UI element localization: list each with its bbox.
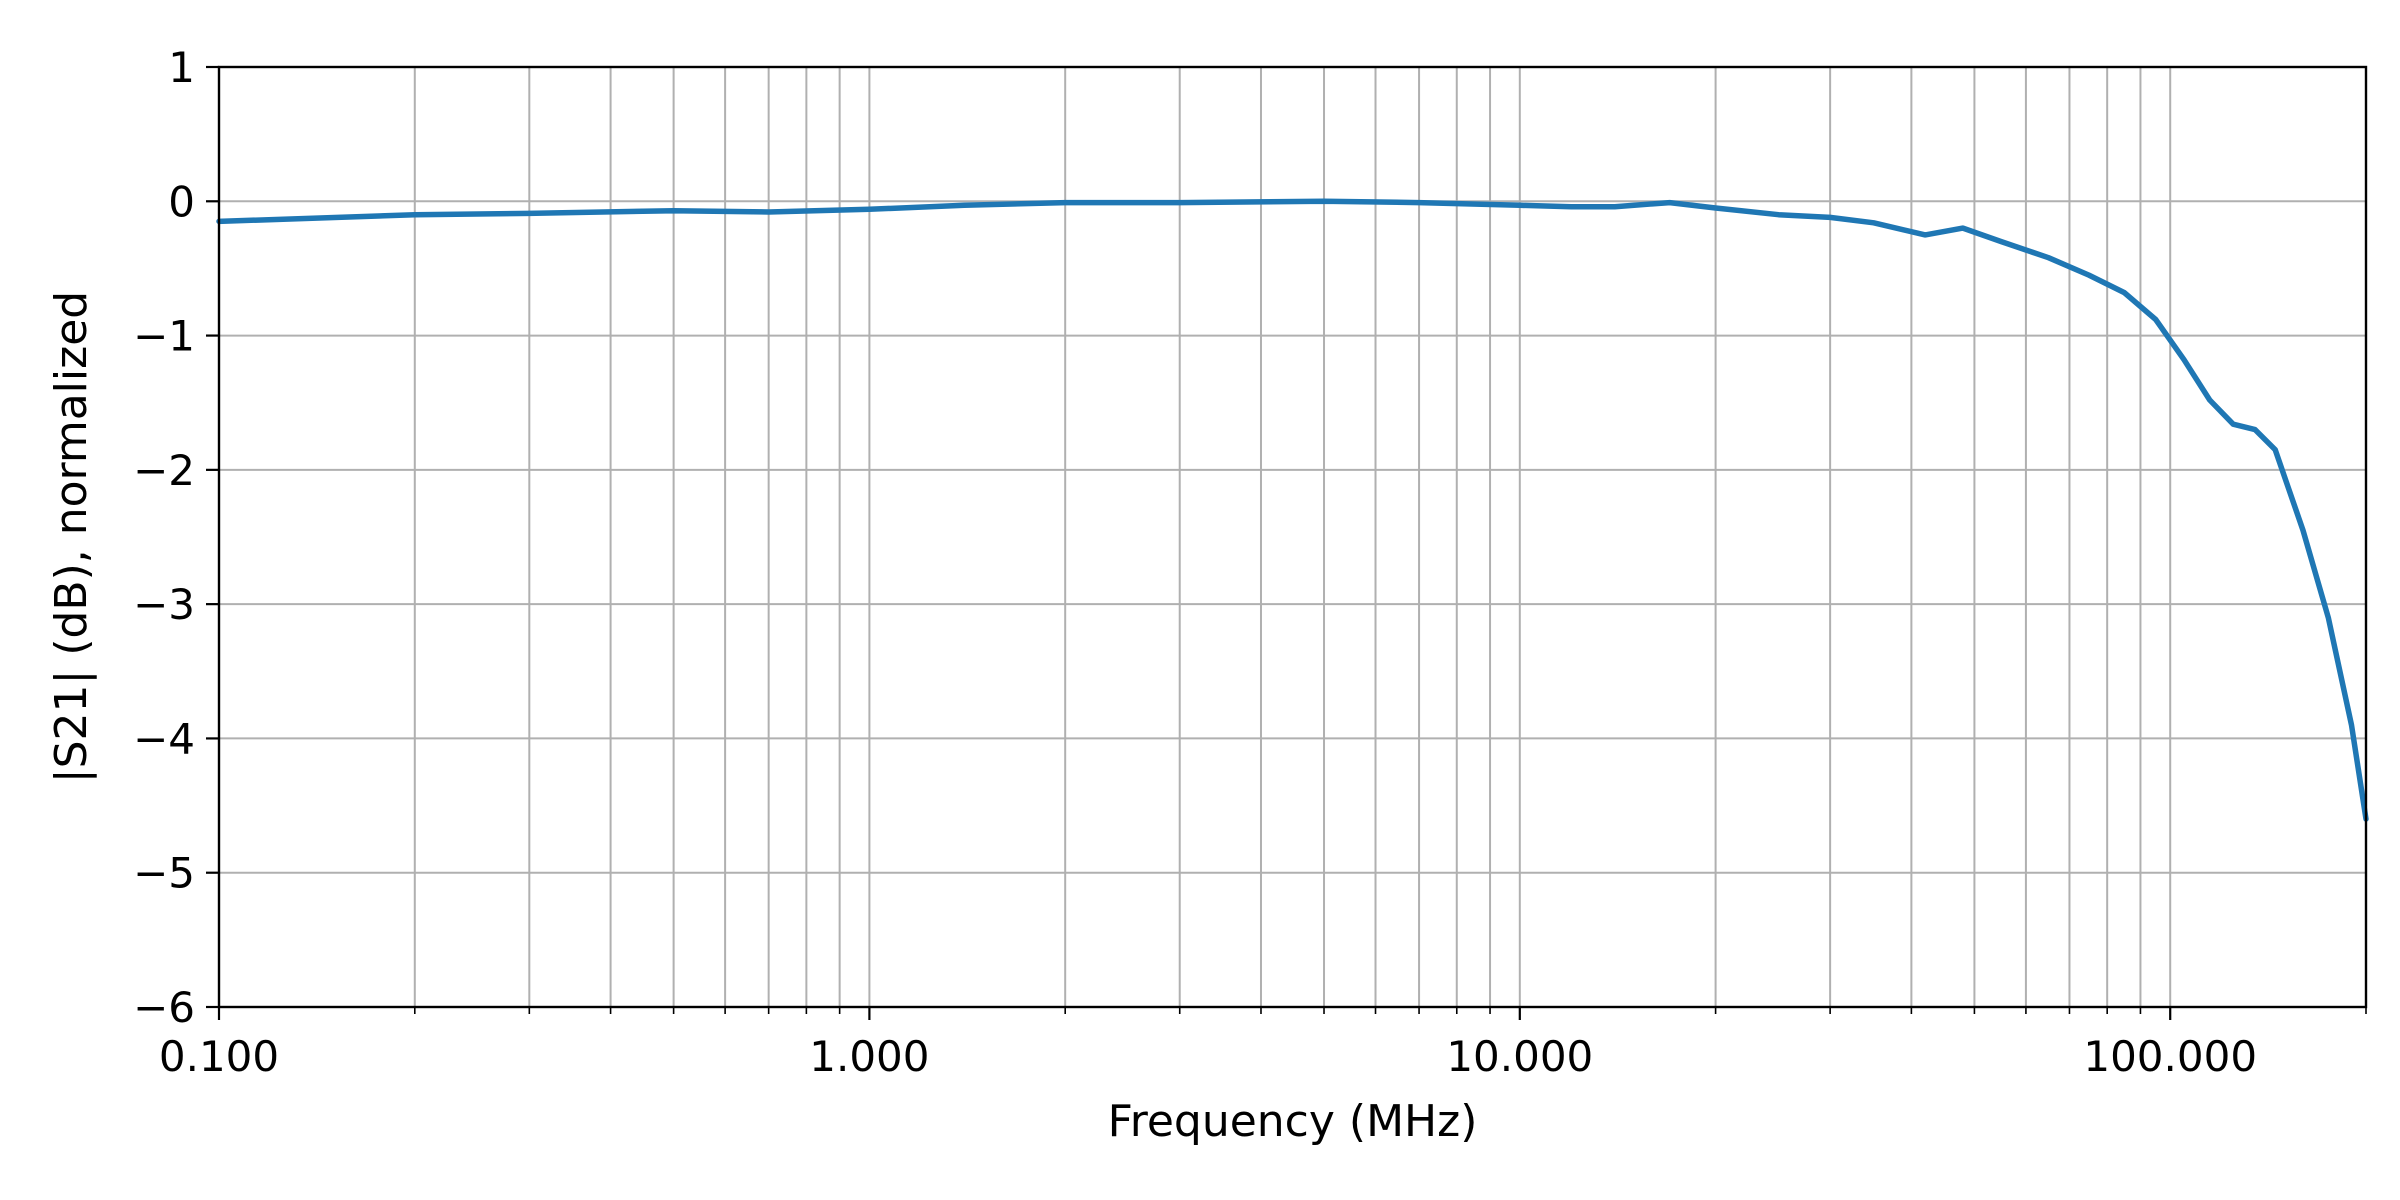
series-line xyxy=(216,198,2369,822)
x-axis-label: Frequency (MHz) xyxy=(1108,1096,1478,1147)
x-tick-label: 1.000 xyxy=(809,1032,929,1081)
plot-area xyxy=(216,198,2369,822)
y-tick-label: −4 xyxy=(133,714,195,763)
ticks: 0.100 1.000 10.000 100.000 1 0 −1 −2 −3 −4 −5 −6 xyxy=(133,43,2367,1081)
y-tick-label: 1 xyxy=(168,43,195,92)
y-tick-label: −2 xyxy=(133,446,195,495)
y-tick-label: 0 xyxy=(168,177,195,226)
y-tick-label: −5 xyxy=(133,849,195,898)
axes-frame xyxy=(217,65,2368,1009)
grid xyxy=(219,67,2366,1007)
x-tick-label: 100.000 xyxy=(2083,1032,2257,1081)
y-tick-label: −3 xyxy=(133,580,195,629)
y-tick-label: −6 xyxy=(133,983,195,1032)
x-tick-label: 10.000 xyxy=(1446,1032,1593,1081)
x-tick-label: 0.100 xyxy=(159,1032,279,1081)
y-tick-label: −1 xyxy=(133,312,195,361)
y-axis-label: |S21| (dB), normalized xyxy=(46,291,97,783)
